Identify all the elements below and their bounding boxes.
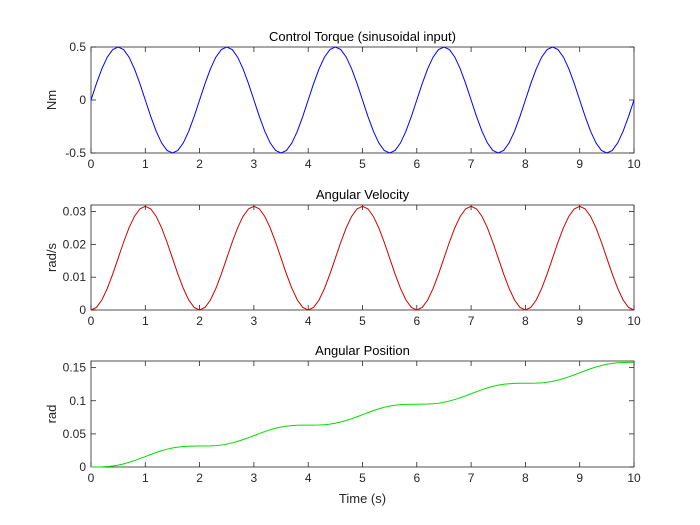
x-tick-label: 2 — [196, 471, 203, 485]
y-tick-label: 0.15 — [63, 361, 87, 375]
x-tick-label: 5 — [359, 471, 366, 485]
x-tick-label: 6 — [413, 471, 420, 485]
x-tick-label: 6 — [413, 314, 420, 328]
position-subplot: 0 1 2 3 4 5 6 7 8 9 10 0 0.05 0.1 0.15 Angular Position… — [44, 343, 641, 506]
x-tick-label: 1 — [142, 157, 149, 171]
x-tick-label: 0 — [88, 471, 95, 485]
y-axis-label: rad — [44, 405, 59, 424]
x-tick-label: 0 — [88, 157, 95, 171]
x-tick-label: 8 — [522, 314, 529, 328]
x-tick-label: 2 — [196, 314, 203, 328]
y-tick-label: 0 — [79, 93, 86, 107]
subplot-title: Angular Velocity — [316, 187, 410, 202]
y-tick-label: -0.5 — [65, 146, 86, 160]
series-line — [90, 46, 635, 154]
y-tick-label: 0.03 — [63, 205, 87, 219]
x-tick-label: 7 — [468, 471, 475, 485]
subplot-title: Control Torque (sinusoidal input) — [269, 29, 456, 44]
x-tick-label: 1 — [142, 471, 149, 485]
y-tick-label: 0.5 — [69, 40, 86, 54]
x-tick-label: 10 — [627, 471, 641, 485]
subplot-title: Angular Position — [315, 343, 410, 358]
x-tick-label: 1 — [142, 314, 149, 328]
x-tick-label: 3 — [251, 157, 258, 171]
y-tick-label: 0 — [79, 460, 86, 474]
x-tick-label: 10 — [627, 157, 641, 171]
x-tick-label: 0 — [88, 314, 95, 328]
y-tick-label: 0 — [79, 303, 86, 317]
x-tick-label: 3 — [251, 471, 258, 485]
y-axis-label: rad/s — [44, 243, 59, 272]
x-tick-label: 9 — [576, 471, 583, 485]
x-tick-label: 9 — [576, 314, 583, 328]
x-tick-label: 7 — [468, 314, 475, 328]
x-tick-label: 8 — [522, 157, 529, 171]
x-tick-label: 4 — [305, 157, 312, 171]
x-tick-label: 7 — [468, 157, 475, 171]
x-tick-label: 9 — [576, 157, 583, 171]
x-tick-label: 4 — [305, 471, 312, 485]
series-line — [90, 361, 635, 468]
x-tick-label: 8 — [522, 471, 529, 485]
y-tick-label: 0.02 — [63, 237, 87, 251]
y-tick-label: 0.05 — [63, 427, 87, 441]
x-tick-label: 5 — [359, 314, 366, 328]
x-tick-label: 2 — [196, 157, 203, 171]
x-tick-label: 4 — [305, 314, 312, 328]
y-axis-label: Nm — [44, 90, 59, 110]
x-tick-label: 5 — [359, 157, 366, 171]
x-tick-label: 10 — [627, 314, 641, 328]
x-tick-label: 6 — [413, 157, 420, 171]
x-tick-label: 3 — [251, 314, 258, 328]
y-tick-label: 0.1 — [69, 394, 86, 408]
x-axis-label: Time (s) — [339, 491, 386, 506]
y-tick-label: 0.01 — [63, 270, 87, 284]
axes-box — [90, 360, 635, 468]
axes-box — [90, 204, 635, 311]
velocity-subplot: 0 1 2 3 4 5 6 7 8 9 10 0 0.01 0.02 0.03 Angular Velocit… — [44, 187, 641, 328]
series-line — [90, 205, 635, 311]
